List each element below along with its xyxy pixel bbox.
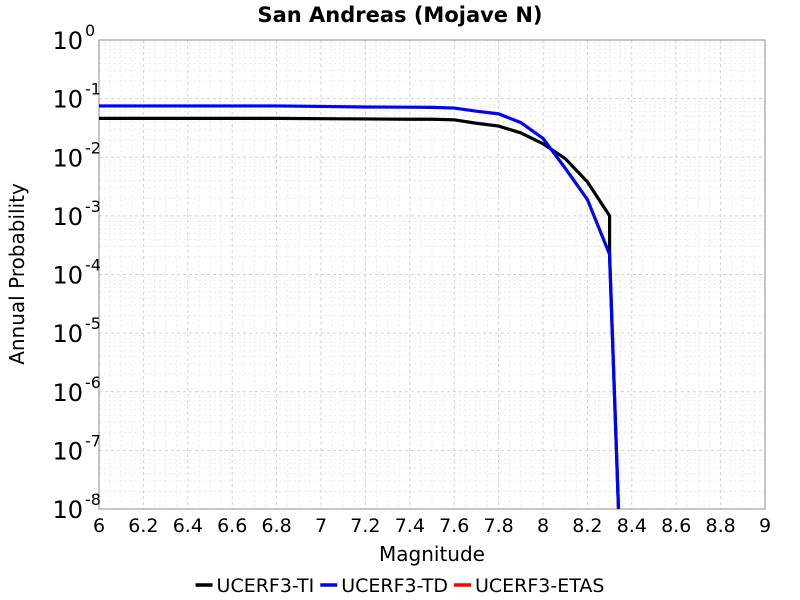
y-tick-exponent: -4 xyxy=(85,256,101,275)
legend-label: UCERF3-TD xyxy=(341,575,448,597)
x-tick-label: 7.4 xyxy=(395,515,425,537)
series-line-ucerf3-ti xyxy=(99,116,621,509)
y-tick-label: 10 xyxy=(52,437,83,465)
y-tick-exponent: -1 xyxy=(85,80,101,99)
x-tick-label: 6 xyxy=(93,515,105,537)
x-tick-labels: 6 6.2 6.4 6.6 6.8 7 7.2 7.4 7.6 7.8 8 8.2 8.4 8.6 8.8 9 xyxy=(93,515,771,537)
minor-gridlines xyxy=(99,40,765,509)
x-tick-label: 7.8 xyxy=(483,515,513,537)
y-tick-label: 10 xyxy=(52,262,83,290)
legend: UCERF3-TI UCERF3-TD UCERF3-ETAS xyxy=(195,575,604,597)
series-line-ucerf3-td xyxy=(99,104,621,509)
series-lines xyxy=(99,104,621,509)
y-tick-label: 10 xyxy=(52,379,83,407)
y-tick-label: 10 xyxy=(52,86,83,114)
y-tick-label: 10 xyxy=(52,27,83,55)
x-tick-label: 7 xyxy=(315,515,327,537)
y-tick-label: 10 xyxy=(52,144,83,172)
y-tick-exponent: -2 xyxy=(85,138,101,157)
x-tick-label: 6.4 xyxy=(173,515,203,537)
y-tick-exponent: -6 xyxy=(85,373,101,392)
legend-label: UCERF3-TI xyxy=(217,575,315,597)
x-tick-label: 6.2 xyxy=(128,515,158,537)
x-tick-label: 8 xyxy=(537,515,549,537)
chart-title: San Andreas (Mojave N) xyxy=(257,3,542,27)
y-tick-exponent: -7 xyxy=(85,431,101,450)
x-tick-label: 8.6 xyxy=(661,515,691,537)
y-tick-exponent: -8 xyxy=(85,490,101,509)
x-tick-label: 6.6 xyxy=(217,515,247,537)
y-tick-exponent: -3 xyxy=(85,197,101,216)
legend-label: UCERF3-ETAS xyxy=(475,575,604,597)
y-tick-exponent: 0 xyxy=(85,21,95,40)
plot-area xyxy=(98,39,766,510)
x-tick-label: 8.4 xyxy=(617,515,647,537)
x-tick-label: 8.8 xyxy=(705,515,735,537)
y-tick-label: 10 xyxy=(52,320,83,348)
x-tick-label: 6.8 xyxy=(261,515,291,537)
y-tick-label: 10 xyxy=(52,203,83,231)
y-axis-label: Annual Probability xyxy=(5,183,29,365)
x-axis-label: Magnitude xyxy=(379,542,485,566)
x-tick-label: 7.2 xyxy=(350,515,380,537)
x-tick-label: 8.2 xyxy=(572,515,602,537)
x-tick-label: 9 xyxy=(759,515,771,537)
y-tick-exponent: -5 xyxy=(85,314,101,333)
y-tick-label: 10 xyxy=(52,496,83,524)
x-tick-label: 7.6 xyxy=(439,515,469,537)
